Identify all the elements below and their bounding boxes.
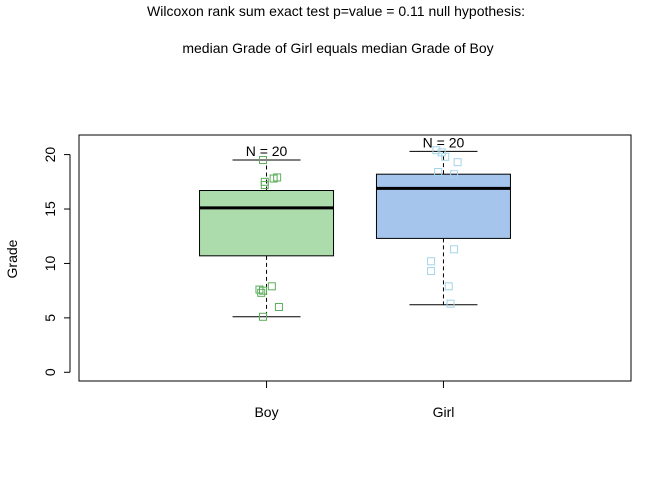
data-point-girl	[450, 170, 459, 179]
data-point-boy	[273, 173, 282, 182]
data-point-girl	[441, 152, 450, 161]
chart-title-line2: median Grade of Girl equals median Grade…	[182, 40, 493, 56]
y-tick-label: 5	[42, 314, 58, 322]
data-point-boy	[267, 282, 276, 291]
n-labels-layer: N = 20 N = 20	[246, 134, 465, 159]
data-point-boy	[260, 181, 269, 190]
data-point-boy	[274, 302, 283, 311]
data-point-boy	[259, 156, 267, 165]
data-point-girl	[444, 282, 453, 291]
data-point-girl	[427, 267, 436, 276]
y-axis: 0 5 10 15 20	[42, 147, 71, 376]
data-point-boy	[257, 288, 266, 297]
data-point-boy	[259, 312, 267, 321]
x-tick-label-boy: Boy	[254, 404, 278, 420]
x-tick-label-girl: Girl	[433, 404, 455, 420]
y-tick-label: 0	[42, 368, 58, 376]
points-layer	[255, 146, 462, 321]
data-point-boy	[259, 286, 267, 295]
data-point-girl	[432, 146, 441, 155]
data-point-girl	[434, 168, 443, 177]
data-point-girl	[453, 158, 462, 167]
y-tick-label: 15	[42, 201, 58, 217]
n-label-boy: N = 20	[246, 143, 288, 159]
data-point-girl	[446, 299, 455, 308]
data-point-girl	[427, 257, 436, 266]
data-point-girl	[450, 245, 459, 254]
chart-title-line1: Wilcoxon rank sum exact test p=value = 0…	[147, 3, 525, 19]
boxes-layer	[199, 150, 511, 318]
box-boy	[199, 190, 335, 257]
n-label-girl: N = 20	[423, 134, 465, 150]
y-axis-label: Grade	[4, 239, 20, 278]
box-girl	[375, 173, 511, 239]
y-tick-label: 20	[42, 147, 58, 163]
y-tick-label: 10	[42, 255, 58, 271]
x-axis: Boy Girl	[254, 380, 455, 420]
